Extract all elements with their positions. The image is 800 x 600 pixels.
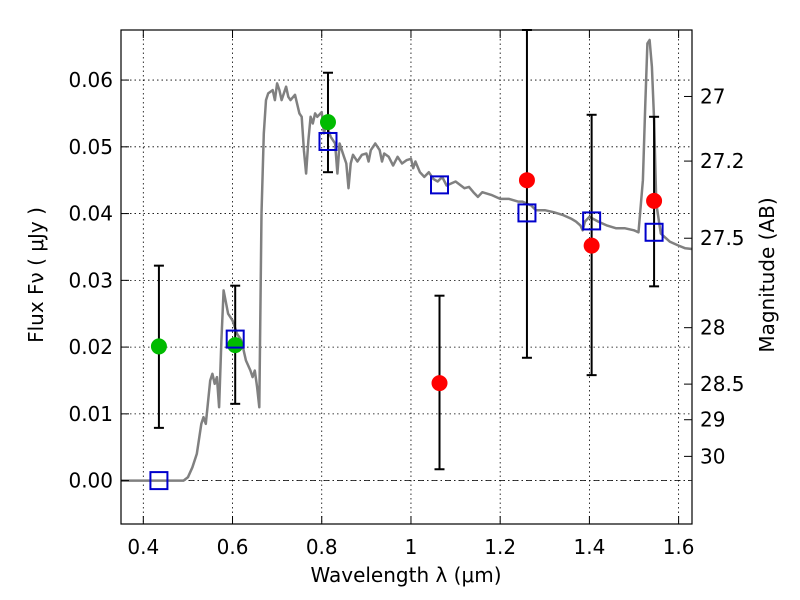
model-flux-square <box>644 222 664 242</box>
magnitude-tick-label: 27.5 <box>700 226 745 250</box>
x-tick-labels: 0.4 0.6 0.8 1 1.2 1.4 1.6 <box>127 535 694 559</box>
ticks <box>121 30 692 524</box>
y-tick-labels: 0.00 0.01 0.02 0.03 0.04 0.05 0.06 <box>68 68 113 493</box>
y-tick-label: 0.02 <box>68 335 113 359</box>
y-tick-label: 0.01 <box>68 402 113 426</box>
magnitude-tick-label: 28.5 <box>700 372 745 396</box>
y-axis-label-right: Magnitude (AB) <box>755 197 779 352</box>
plot-frame <box>120 29 693 525</box>
model-flux-square <box>318 131 338 151</box>
y-axis-label-left: Flux Fν ( μJy ) <box>24 207 48 343</box>
model-flux-square <box>430 175 450 195</box>
x-tick-label: 0.8 <box>306 535 338 559</box>
magnitude-tick-label: 27.2 <box>700 149 745 173</box>
x-tick-label: 1.6 <box>663 535 695 559</box>
model-spectrum-line <box>121 38 693 482</box>
y-tick-label: 0.03 <box>68 268 113 292</box>
model-flux-square <box>517 203 537 223</box>
magnitude-tick-labels: 27 27.2 27.5 28 28.5 29 30 <box>700 84 745 468</box>
photometry-point <box>150 338 167 355</box>
magnitude-tick-label: 30 <box>700 444 725 468</box>
x-tick-label: 0.4 <box>127 535 159 559</box>
x-tick-label: 1 <box>405 535 418 559</box>
data-markers <box>149 114 664 491</box>
x-tick-label: 0.6 <box>217 535 249 559</box>
x-tick-label: 1.4 <box>573 535 605 559</box>
photometry-point <box>583 237 600 254</box>
photometry-point <box>431 375 448 392</box>
y-tick-label: 0.04 <box>68 202 113 226</box>
photometry-point <box>518 172 535 189</box>
photometry-point <box>319 114 336 131</box>
y-tick-label: 0.05 <box>68 135 113 159</box>
x-tick-label: 1.2 <box>484 535 516 559</box>
magnitude-tick-label: 27 <box>700 84 725 108</box>
magnitude-tick-label: 29 <box>700 408 725 432</box>
magnitude-tick-label: 28 <box>700 316 725 340</box>
x-axis-label: Wavelength λ (μm) <box>310 563 501 587</box>
model-flux-square <box>225 329 245 349</box>
photometry-point <box>646 192 663 209</box>
y-tick-label: 0.06 <box>68 68 113 92</box>
model-flux-square <box>149 471 169 491</box>
model-flux-square <box>582 211 602 231</box>
y-tick-label: 0.00 <box>68 469 113 493</box>
photometry-point <box>227 337 244 354</box>
